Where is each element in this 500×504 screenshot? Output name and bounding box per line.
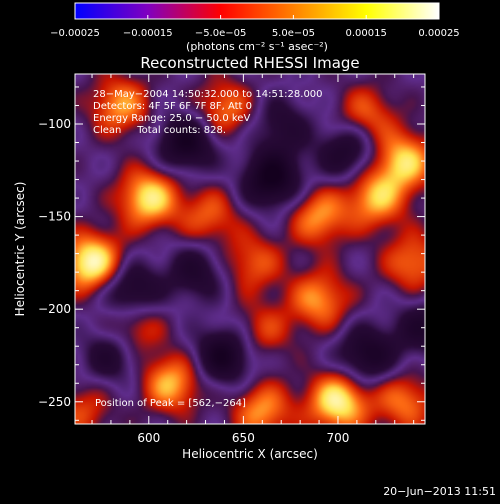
observation-info: 28−May−2004 14:50:32.000 to 14:51:28.000… — [93, 89, 323, 136]
plot-frame — [74, 73, 426, 425]
chart-title: Reconstructed RHESSI Image — [140, 54, 359, 72]
info-line-time: 28−May−2004 14:50:32.000 to 14:51:28.000 — [93, 89, 323, 100]
info-line-counts: Clean Total counts: 828. — [93, 125, 226, 136]
x-axis-label: Heliocentric X (arcsec) — [182, 447, 318, 461]
x-tick-label: 600 — [137, 431, 160, 445]
y-tick-label: −200 — [38, 302, 71, 316]
colorbar-tick-label: 0.00025 — [418, 28, 459, 39]
heatmap-raster — [75, 74, 425, 424]
colorbar-tick-label: −0.00025 — [50, 28, 100, 39]
y-tick-label: −150 — [38, 210, 71, 224]
y-tick-label: −100 — [38, 117, 71, 131]
info-line-detectors: Detectors: 4F 5F 6F 7F 8F, Att 0 — [93, 101, 252, 112]
colorbar-tick-label: 0.00015 — [346, 28, 387, 39]
axis-ticks: 600 650 700 −100 −150 −200 −250 — [38, 74, 425, 445]
x-tick-label: 650 — [232, 431, 255, 445]
colorbar-units: (photons cm⁻² s⁻¹ asec⁻²) — [186, 40, 328, 53]
colorbar-tick-label: −5.0e−05 — [195, 28, 247, 39]
peak-position-label: Position of Peak = [562,−264] — [95, 398, 246, 409]
colorbar — [74, 2, 440, 20]
y-axis-label: Heliocentric Y (arcsec) — [13, 182, 27, 317]
info-line-energy: Energy Range: 25.0 − 50.0 keV — [93, 113, 250, 124]
colorbar-tick-label: −0.00015 — [123, 28, 173, 39]
footer-timestamp: 20−Jun−2013 11:51 — [383, 485, 496, 498]
colorbar-ticks: −0.00025 −0.00015 −5.0e−05 5.0e−05 0.00015 0.… — [50, 15, 460, 39]
heatmap-image — [75, 74, 425, 424]
x-tick-label: 700 — [327, 431, 350, 445]
colorbar-tick-label: 5.0e−05 — [272, 28, 315, 39]
y-tick-label: −250 — [38, 395, 71, 409]
